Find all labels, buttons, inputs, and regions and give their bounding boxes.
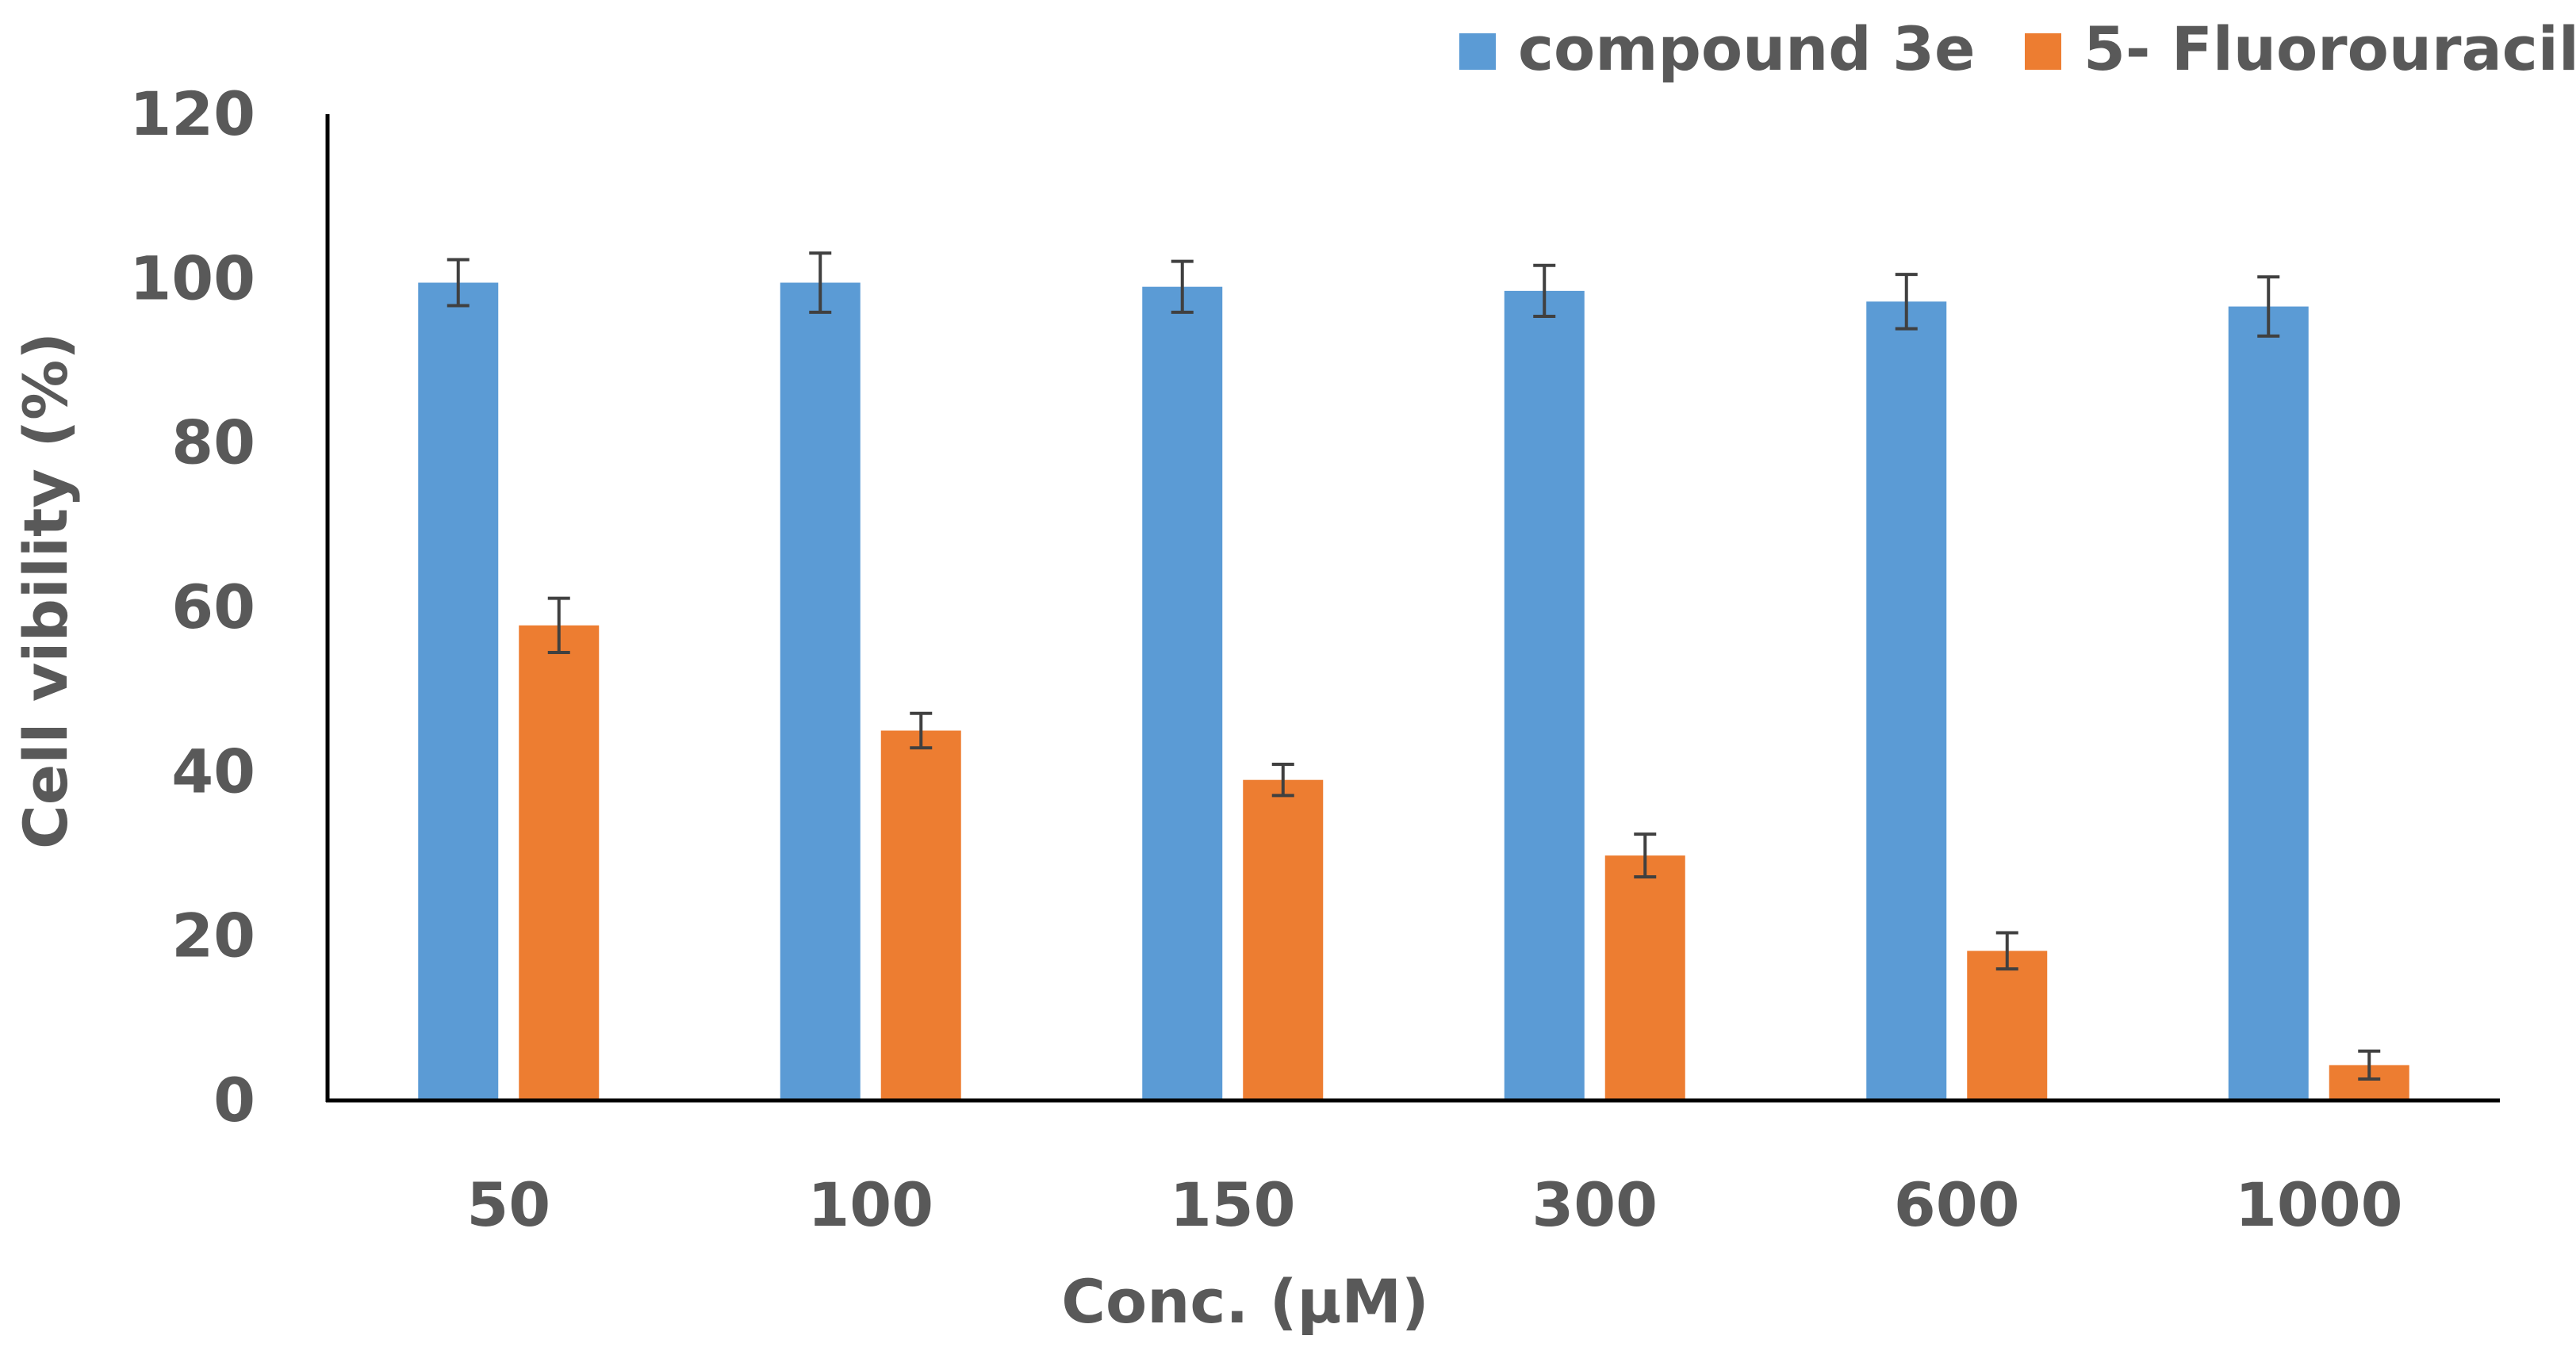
x-tick-label: 1000 (2235, 1169, 2403, 1240)
error-bar (910, 711, 933, 750)
error-bar (1271, 763, 1294, 798)
error-bar (1171, 259, 1194, 314)
legend-item: 5- Fluorouracil (2025, 13, 2576, 84)
error-bar (547, 596, 570, 655)
bar-series1 (418, 282, 499, 1101)
legend-item: compound 3e (1459, 13, 1976, 84)
error-bar (2257, 275, 2280, 338)
bar-series1 (780, 282, 861, 1101)
x-tick-label: 100 (807, 1169, 933, 1240)
axes (325, 114, 2500, 1103)
error-bar (1895, 273, 1918, 331)
y-axis-title: Cell vibility (%) (10, 332, 81, 849)
y-tick-label: 120 (129, 78, 255, 149)
x-tick-label: 50 (466, 1169, 550, 1240)
x-tick-label: 150 (1170, 1169, 1296, 1240)
error-bar (447, 258, 470, 308)
x-axis-title: Conc. (µM) (1061, 1266, 1429, 1337)
error-bar (1995, 931, 2018, 971)
error-bar (2358, 1049, 2381, 1081)
x-axis-categories: 50 100 150 300 600 1000 (466, 1169, 2402, 1240)
y-tick-label: 20 (171, 901, 255, 971)
error-bar (1533, 263, 1556, 319)
y-tick-label: 80 (171, 408, 255, 478)
bar-series1 (1866, 301, 1947, 1100)
legend-label: compound 3e (1518, 13, 1976, 84)
x-tick-label: 300 (1531, 1169, 1658, 1240)
error-bar (1634, 832, 1657, 879)
y-tick-label: 40 (171, 736, 255, 806)
legend-label: 5- Fluorouracil (2083, 13, 2576, 84)
bar-group (418, 282, 2409, 1101)
y-axis-ticks: 0 20 40 60 80 100 120 (129, 78, 255, 1135)
bar-series1 (1504, 290, 1585, 1101)
legend-swatch (2025, 33, 2061, 70)
x-tick-label: 600 (1894, 1169, 2020, 1240)
legend-swatch (1459, 33, 1496, 70)
bar-series2 (1243, 779, 1324, 1100)
bar-series1 (1142, 286, 1223, 1101)
error-bar-group (447, 251, 2381, 1081)
y-tick-label: 0 (213, 1065, 255, 1135)
bar-series2 (880, 730, 961, 1100)
bar-series2 (1604, 855, 1685, 1100)
y-tick-label: 100 (129, 243, 255, 313)
bar-series2 (519, 625, 600, 1100)
bar-series2 (1967, 951, 2048, 1100)
bar-series1 (2228, 306, 2309, 1101)
legend: compound 3e 5- Fluorouracil (1459, 13, 2576, 84)
y-tick-label: 60 (171, 572, 255, 642)
error-bar (809, 251, 832, 314)
